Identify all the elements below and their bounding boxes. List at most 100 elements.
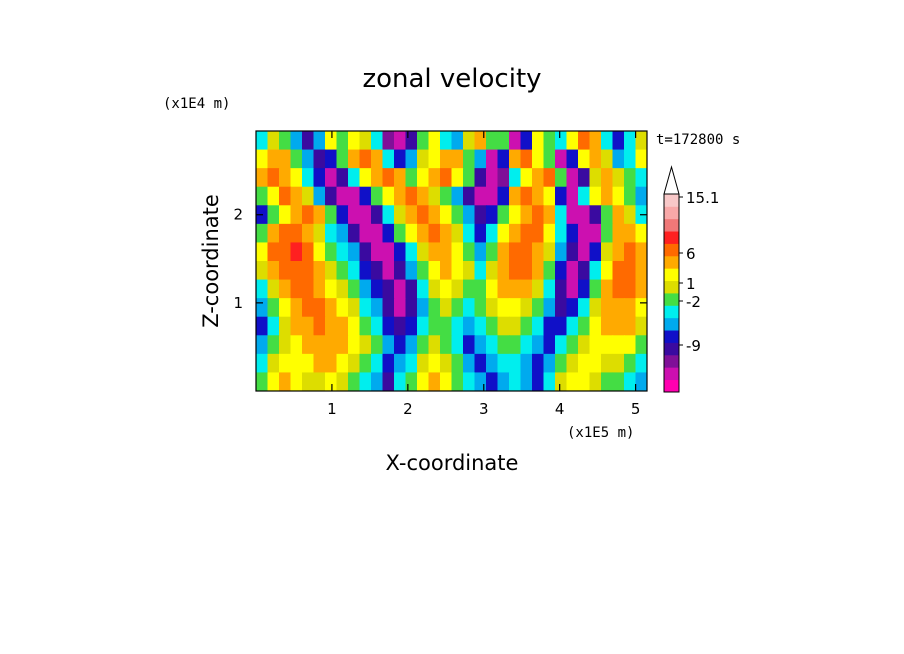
heatmap-cell: [359, 316, 372, 336]
heatmap-cell: [440, 131, 453, 151]
heatmap-cell: [635, 131, 647, 151]
heatmap-cell: [520, 298, 533, 318]
heatmap-cell: [532, 149, 545, 169]
heatmap-cell: [635, 223, 647, 244]
heatmap-cell: [520, 279, 533, 299]
heatmap-cell: [566, 131, 579, 151]
heatmap-cell: [612, 335, 625, 355]
colorbar-swatch: [664, 231, 679, 244]
heatmap-cell: [532, 353, 545, 374]
heatmap-cell: [532, 223, 545, 244]
heatmap-cell: [417, 223, 430, 244]
heatmap-cell: [532, 242, 545, 262]
colorbar-swatch: [664, 268, 679, 282]
heatmap-cell: [578, 205, 591, 225]
heatmap-cell: [325, 316, 338, 336]
heatmap-cell: [336, 186, 349, 206]
colorbar-extend-max: [663, 165, 680, 195]
heatmap-cell: [428, 131, 441, 151]
heatmap-cell: [566, 149, 579, 169]
heatmap-cell: [371, 316, 384, 336]
heatmap-cell: [417, 149, 430, 169]
heatmap-cell: [279, 316, 292, 336]
heatmap-plot-area: [255, 130, 648, 392]
heatmap-cell: [382, 298, 395, 318]
heatmap-cell: [543, 372, 556, 391]
heatmap-cell: [371, 298, 384, 318]
heatmap-cell: [555, 353, 568, 374]
heatmap-cell: [624, 353, 637, 374]
heatmap-cell: [279, 131, 292, 151]
heatmap-cell: [325, 242, 338, 262]
heatmap-cell: [405, 316, 418, 336]
colorbar-label: 6: [686, 245, 696, 263]
heatmap-cell: [405, 168, 418, 188]
heatmap-cell: [290, 131, 303, 151]
heatmap-cell: [509, 261, 522, 281]
heatmap-cell: [635, 261, 647, 281]
heatmap-cell: [313, 279, 326, 299]
heatmap-cell: [440, 353, 453, 374]
heatmap-cell: [279, 186, 292, 206]
heatmap-cell: [601, 298, 614, 318]
heatmap-cell: [371, 186, 384, 206]
heatmap-cell: [371, 242, 384, 262]
heatmap-cell: [601, 279, 614, 299]
heatmap-cell: [371, 261, 384, 281]
heatmap-cell: [428, 168, 441, 188]
heatmap-cell: [428, 335, 441, 355]
y-axis-label: Z-coordinate: [199, 194, 223, 328]
heatmap-cell: [601, 186, 614, 206]
heatmap-cell: [451, 205, 464, 225]
heatmap-cell: [440, 223, 453, 244]
heatmap-cell: [486, 186, 499, 206]
heatmap-cell: [405, 205, 418, 225]
heatmap-cell: [601, 168, 614, 188]
heatmap-cell: [520, 186, 533, 206]
colorbar-swatch: [664, 293, 679, 306]
heatmap-cell: [428, 205, 441, 225]
heatmap-cell: [509, 353, 522, 374]
heatmap-cell: [313, 205, 326, 225]
heatmap-cell: [325, 353, 338, 374]
heatmap-cell: [520, 168, 533, 188]
heatmap-cell: [497, 186, 510, 206]
heatmap-cell: [325, 168, 338, 188]
heatmap-cell: [520, 261, 533, 281]
heatmap-cell: [313, 168, 326, 188]
chart-title: zonal velocity: [362, 64, 541, 94]
heatmap-cell: [428, 298, 441, 318]
heatmap-cell: [624, 205, 637, 225]
plot-frame: [255, 130, 648, 392]
heatmap-cell: [451, 149, 464, 169]
heatmap-cell: [405, 186, 418, 206]
heatmap-cell: [601, 335, 614, 355]
heatmap-cell: [612, 261, 625, 281]
heatmap-cell: [578, 335, 591, 355]
heatmap-cell: [394, 131, 407, 151]
heatmap-cell: [451, 242, 464, 262]
heatmap-cell: [428, 261, 441, 281]
heatmap-cell: [474, 298, 487, 318]
heatmap-cell: [290, 168, 303, 188]
heatmap-cell: [394, 186, 407, 206]
heatmap-cell: [486, 372, 499, 391]
heatmap-cell: [497, 205, 510, 225]
heatmap-cell: [371, 168, 384, 188]
heatmap-cell: [543, 131, 556, 151]
heatmap-cell: [451, 316, 464, 336]
heatmap-cell: [313, 316, 326, 336]
heatmap-cell: [555, 223, 568, 244]
heatmap-cell: [417, 335, 430, 355]
heatmap-cell: [624, 131, 637, 151]
heatmap-cell: [348, 149, 361, 169]
heatmap-cell: [394, 261, 407, 281]
heatmap-cell: [509, 316, 522, 336]
heatmap-cell: [474, 149, 487, 169]
heatmap-cell: [440, 298, 453, 318]
heatmap-cell: [612, 279, 625, 299]
heatmap-cell: [279, 223, 292, 244]
heatmap-cell: [543, 316, 556, 336]
heatmap-cell: [543, 353, 556, 374]
heatmap-cell: [578, 131, 591, 151]
